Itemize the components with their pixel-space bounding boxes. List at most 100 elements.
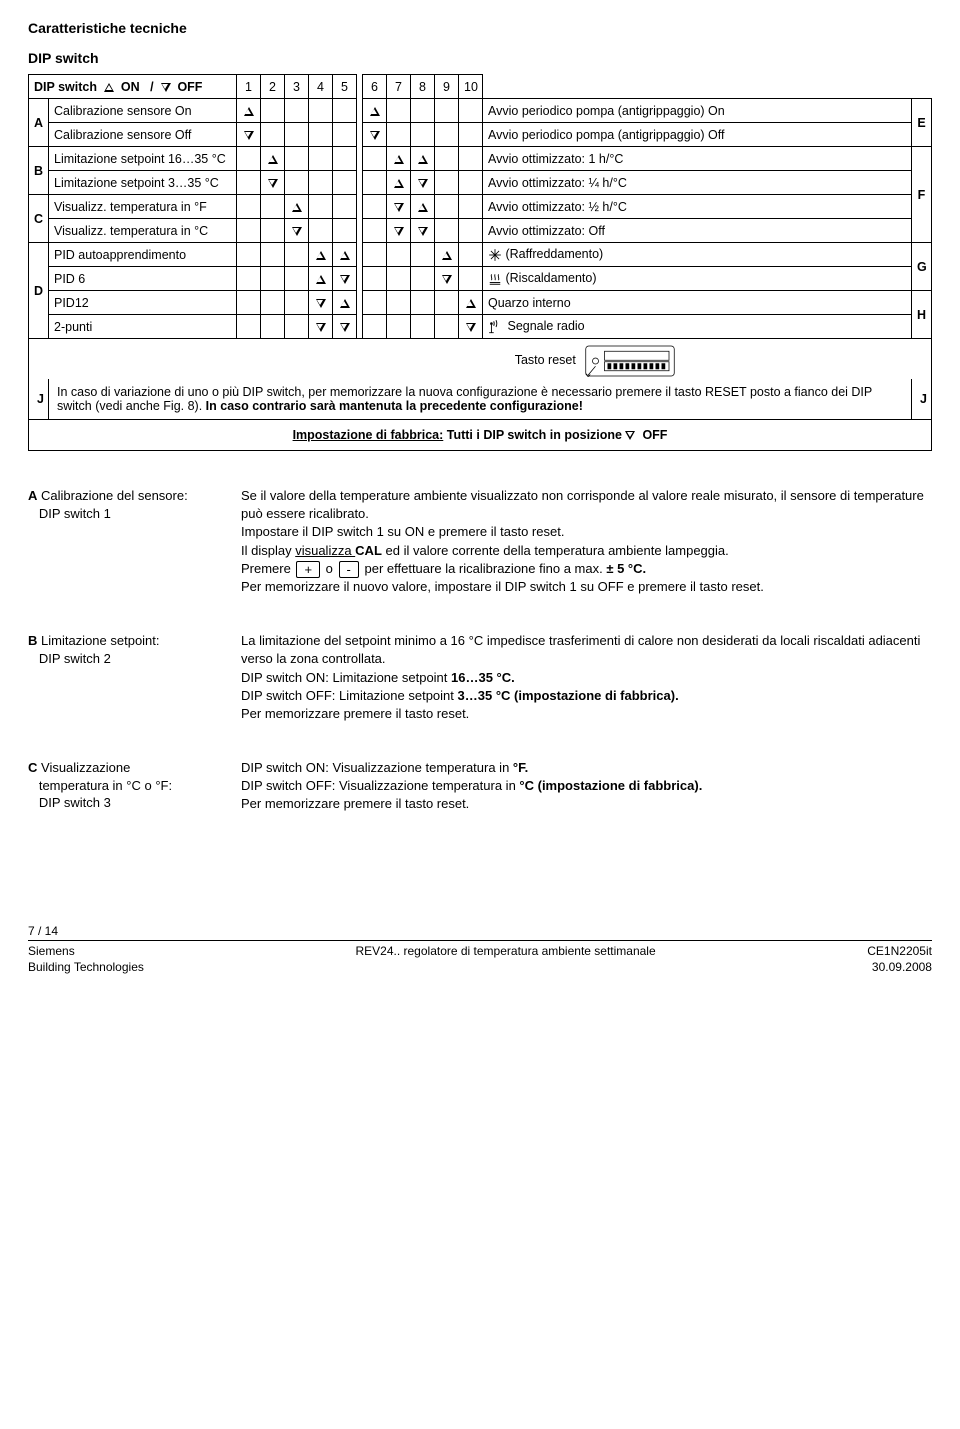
triangle-down-icon <box>292 227 302 236</box>
triangle-up-icon <box>418 203 428 212</box>
reset-label: Tasto reset <box>515 353 576 367</box>
triangle-down-icon <box>625 431 635 440</box>
triangle-down-icon <box>244 131 254 140</box>
sec-c-p1b: °F. <box>513 760 528 775</box>
snowflake-icon <box>488 248 502 262</box>
label-a1: Calibrazione sensore On <box>49 99 237 123</box>
factory-prefix: Impostazione di fabbrica: <box>293 428 444 442</box>
label-f1: Avvio ottimizzato: 1 h/°C <box>483 147 912 171</box>
row-factory: Impostazione di fabbrica: Tutti i DIP sw… <box>29 420 932 451</box>
label-a2: Calibrazione sensore Off <box>49 123 237 147</box>
sec-a-bold: A <box>28 488 37 503</box>
radio-icon <box>488 320 504 334</box>
letter-j-left: J <box>29 379 49 420</box>
triangle-down-icon <box>418 227 428 236</box>
triangle-up-icon <box>104 83 114 92</box>
label-d4: 2-punti <box>49 315 237 339</box>
label-e2: Avvio periodico pompa (antigrippaggio) O… <box>483 123 912 147</box>
col-7: 7 <box>387 75 411 99</box>
sec-a-p3u: visualizza <box>295 543 355 558</box>
label-c2: Visualizz. temperatura in °C <box>49 219 237 243</box>
minus-button-icon: - <box>339 561 359 578</box>
sec-a-p3b: CAL <box>355 543 382 558</box>
col-8: 8 <box>411 75 435 99</box>
label-b2: Limitazione setpoint 3…35 °C <box>49 171 237 195</box>
sec-a-p3c: ed il valore corrente della temperatura … <box>382 543 729 558</box>
triangle-down-icon <box>394 227 404 236</box>
label-h2: Segnale radio <box>483 315 912 339</box>
row-reset: Tasto reset <box>29 339 932 380</box>
triangle-up-icon <box>340 251 350 260</box>
plus-button-icon: + <box>296 561 320 578</box>
sec-b-p2a: DIP switch ON: Limitazione setpoint <box>241 670 451 685</box>
label-g1-text: (Raffreddamento) <box>505 247 603 261</box>
letter-e: E <box>912 99 932 147</box>
sec-a-p4c: per effettuare la ricalibrazione fino a … <box>361 561 606 576</box>
label-h1: Quarzo interno <box>483 291 912 315</box>
triangle-up-icon <box>370 107 380 116</box>
label-c1: Visualizz. temperatura in °F <box>49 195 237 219</box>
footer-left2: Building Technologies <box>28 960 144 974</box>
triangle-down-icon <box>340 323 350 332</box>
factory-text: Tutti i DIP switch in posizione <box>447 428 626 442</box>
col-10: 10 <box>459 75 483 99</box>
sec-a-p5: Per memorizzare il nuovo valore, imposta… <box>241 579 764 594</box>
heat-icon <box>488 272 502 286</box>
letter-d: D <box>29 243 49 339</box>
triangle-up-icon <box>466 299 476 308</box>
triangle-down-icon <box>316 323 326 332</box>
sec-c-p2b: °C (impostazione di fabbrica). <box>519 778 702 793</box>
section-c: C Visualizzazione temperatura in °C o °F… <box>28 759 932 814</box>
triangle-down-icon <box>466 323 476 332</box>
footer: Siemens Building Technologies REV24.. re… <box>28 943 932 977</box>
triangle-up-icon <box>418 155 428 164</box>
row-b1: B Limitazione setpoint 16…35 °C Avvio ot… <box>29 147 932 171</box>
section-title-dip: DIP switch <box>28 50 932 66</box>
triangle-up-icon <box>268 155 278 164</box>
letter-j-right: J <box>912 379 932 420</box>
section-b: B Limitazione setpoint: DIP switch 2 La … <box>28 632 932 723</box>
sec-a-p2: Impostare il DIP switch 1 su ON e premer… <box>241 524 564 539</box>
row-c2: Visualizz. temperatura in °C Avvio ottim… <box>29 219 932 243</box>
label-g1: (Raffreddamento) <box>483 243 912 267</box>
triangle-down-icon <box>316 299 326 308</box>
sec-a-p1: Se il valore della temperature ambiente … <box>241 488 924 521</box>
sec-b-p4: Per memorizzare premere il tasto reset. <box>241 706 469 721</box>
row-d2: PID 6 (Riscaldamento) <box>29 267 932 291</box>
sec-a-p4b: o <box>322 561 336 576</box>
row-d1: D PID autoapprendimento (Raffreddamento)… <box>29 243 932 267</box>
triangle-up-icon <box>316 251 326 260</box>
row-a2: Calibrazione sensore Off Avvio periodico… <box>29 123 932 147</box>
letter-a: A <box>29 99 49 147</box>
sec-b-bold: B <box>28 633 37 648</box>
page-number: 7 / 14 <box>28 924 932 938</box>
row-j: J In caso di variazione di uno o più DIP… <box>29 379 932 420</box>
factory-off: OFF <box>642 428 667 442</box>
col-5: 5 <box>333 75 357 99</box>
label-f2: Avvio ottimizzato: ¼ h/°C <box>483 171 912 195</box>
triangle-down-icon <box>394 203 404 212</box>
page-title: Caratteristiche tecniche <box>28 20 932 36</box>
dip-switch-table: DIP switch ON / OFF 1 2 3 4 5 6 7 8 9 10… <box>28 74 932 451</box>
row-c1: C Visualizz. temperatura in °F Avvio ott… <box>29 195 932 219</box>
triangle-up-icon <box>292 203 302 212</box>
sec-a-rest: Calibrazione del sensore: <box>37 488 187 503</box>
triangle-up-icon <box>394 179 404 188</box>
label-f3: Avvio ottimizzato: ½ h/°C <box>483 195 912 219</box>
triangle-up-icon <box>340 299 350 308</box>
triangle-down-icon <box>340 275 350 284</box>
letter-b: B <box>29 147 49 195</box>
label-d1: PID autoapprendimento <box>49 243 237 267</box>
col-4: 4 <box>309 75 333 99</box>
row-d3: PID12 Quarzo interno H <box>29 291 932 315</box>
footer-right1: CE1N2205it <box>867 944 932 958</box>
sec-b-sub: DIP switch 2 <box>39 651 111 666</box>
label-d2: PID 6 <box>49 267 237 291</box>
sec-c-rest: Visualizzazione <box>37 760 130 775</box>
sec-b-p3b: 3…35 °C (impostazione di fabbrica). <box>458 688 679 703</box>
triangle-down-icon <box>442 275 452 284</box>
table-header-row: DIP switch ON / OFF 1 2 3 4 5 6 7 8 9 10 <box>29 75 932 99</box>
triangle-up-icon <box>244 107 254 116</box>
device-icon <box>585 345 675 377</box>
header-slash: / <box>150 80 153 94</box>
